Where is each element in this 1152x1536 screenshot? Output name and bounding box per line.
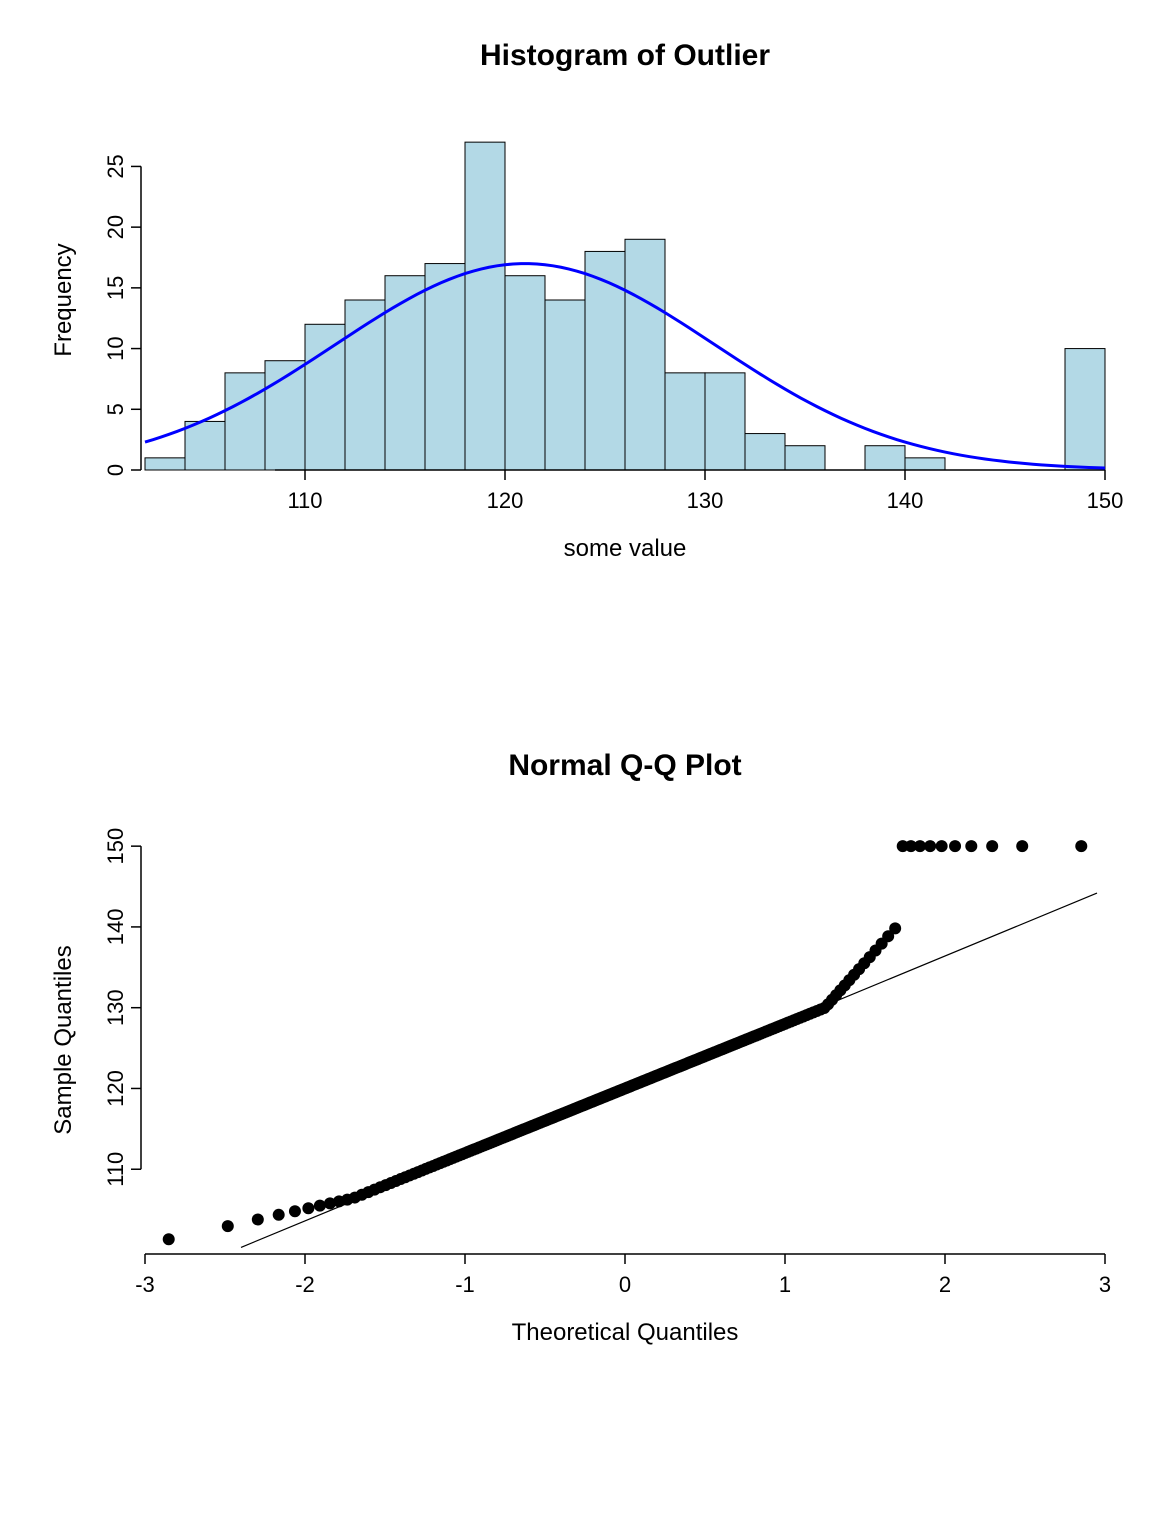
histogram-bar [625, 239, 665, 470]
x-tick-label: 140 [887, 488, 924, 513]
histogram-bar [145, 458, 185, 470]
qq-point [222, 1220, 234, 1232]
histogram-bar [665, 373, 705, 470]
x-tick-label: -3 [135, 1272, 155, 1297]
x-tick-label: -1 [455, 1272, 475, 1297]
qq-point [302, 1202, 314, 1214]
x-tick-label: 1 [779, 1272, 791, 1297]
y-tick-label: 140 [103, 909, 128, 946]
x-tick-label: 150 [1087, 488, 1124, 513]
histogram-bar [705, 373, 745, 470]
y-tick-label: 150 [103, 828, 128, 865]
qq-point [1075, 840, 1087, 852]
x-axis-label: Theoretical Quantiles [512, 1319, 739, 1346]
x-tick-label: -2 [295, 1272, 315, 1297]
qq-point [314, 1200, 326, 1212]
qq-title: Normal Q-Q Plot [508, 749, 741, 782]
qq-point [289, 1205, 301, 1217]
x-axis-label: some value [564, 535, 687, 562]
y-tick-label: 25 [103, 154, 128, 178]
qq-point [949, 840, 961, 852]
histogram-bar [745, 434, 785, 470]
histogram-bar [505, 276, 545, 470]
qq-point [965, 840, 977, 852]
histogram-title: Histogram of Outlier [480, 39, 770, 72]
qq-point [986, 840, 998, 852]
y-tick-label: 0 [103, 464, 128, 476]
y-tick-label: 5 [103, 403, 128, 415]
histogram-bar [185, 421, 225, 470]
qq-point [163, 1233, 175, 1245]
x-tick-label: 130 [687, 488, 724, 513]
histogram-bar [225, 373, 265, 470]
figure-canvas: Histogram of Outlier11012013014015005101… [0, 0, 1152, 1536]
y-tick-label: 130 [103, 989, 128, 1026]
y-tick-label: 15 [103, 276, 128, 300]
y-tick-label: 110 [103, 1152, 128, 1187]
qq-point [889, 922, 901, 934]
histogram-bar [465, 142, 505, 470]
y-tick-label: 20 [103, 215, 128, 239]
x-tick-label: 120 [487, 488, 524, 513]
x-tick-label: 0 [619, 1272, 631, 1297]
qq-point [936, 840, 948, 852]
x-tick-label: 2 [939, 1272, 951, 1297]
y-axis-label: Frequency [50, 243, 77, 356]
histogram-bar [785, 446, 825, 470]
histogram-bar [305, 324, 345, 470]
histogram-bar [545, 300, 585, 470]
histogram-bar [1065, 349, 1105, 470]
histogram-bar [865, 446, 905, 470]
qq-point [1016, 840, 1028, 852]
histogram-bar [385, 276, 425, 470]
qq-point [924, 840, 936, 852]
y-tick-label: 120 [103, 1070, 128, 1107]
histogram-bar [585, 251, 625, 470]
qq-point [273, 1209, 285, 1221]
x-tick-label: 3 [1099, 1272, 1111, 1297]
y-tick-label: 10 [103, 336, 128, 360]
qq-point [252, 1213, 264, 1225]
y-axis-label: Sample Quantiles [50, 945, 77, 1134]
x-tick-label: 110 [287, 488, 322, 513]
histogram-bar [425, 264, 465, 470]
histogram-bar [905, 458, 945, 470]
